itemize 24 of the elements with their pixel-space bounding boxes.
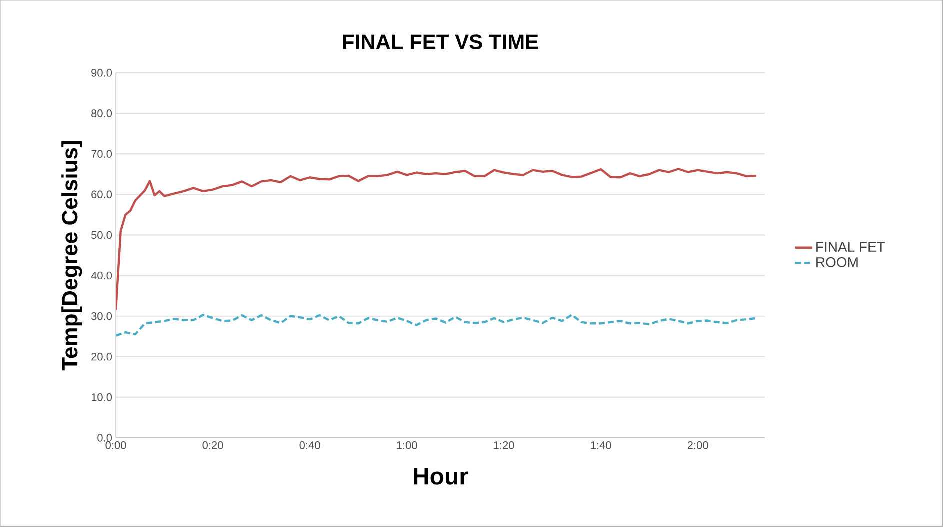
y-tick-label: 30.0: [91, 312, 112, 320]
x-tick-label: 2:00: [688, 442, 708, 450]
x-tick-label: 0:20: [202, 442, 224, 450]
y-tick-label: 90.0: [92, 69, 112, 77]
x-tick-label: 1:20: [494, 442, 514, 450]
line-series: [116, 168, 758, 312]
x-tick-label: 0:40: [300, 442, 320, 450]
x-tick-label: 1:00: [397, 442, 418, 450]
legend-label: FINAL FET: [816, 242, 886, 252]
y-tick-label: 60.0: [92, 190, 112, 199]
line-series: [116, 314, 758, 337]
x-tick-label: 0:00: [106, 442, 126, 450]
y-tick-label: 80.0: [92, 110, 112, 118]
y-tick-label: 40.0: [91, 272, 112, 280]
chart-title: FINAL FET VS TIME: [343, 34, 538, 50]
x-axis-title: Hour: [414, 468, 468, 485]
y-axis-title: Temp[Degree Celsius]: [62, 141, 82, 371]
y-tick-label: 0.0: [98, 434, 112, 442]
x-tick-label: 1:40: [591, 442, 612, 450]
y-tick-label: 20.0: [92, 352, 112, 361]
legend-label: ROOM: [816, 257, 858, 268]
y-tick-label: 50.0: [92, 231, 112, 240]
y-tick-label: 10.0: [92, 394, 112, 402]
y-tick-label: 70.0: [92, 150, 112, 158]
